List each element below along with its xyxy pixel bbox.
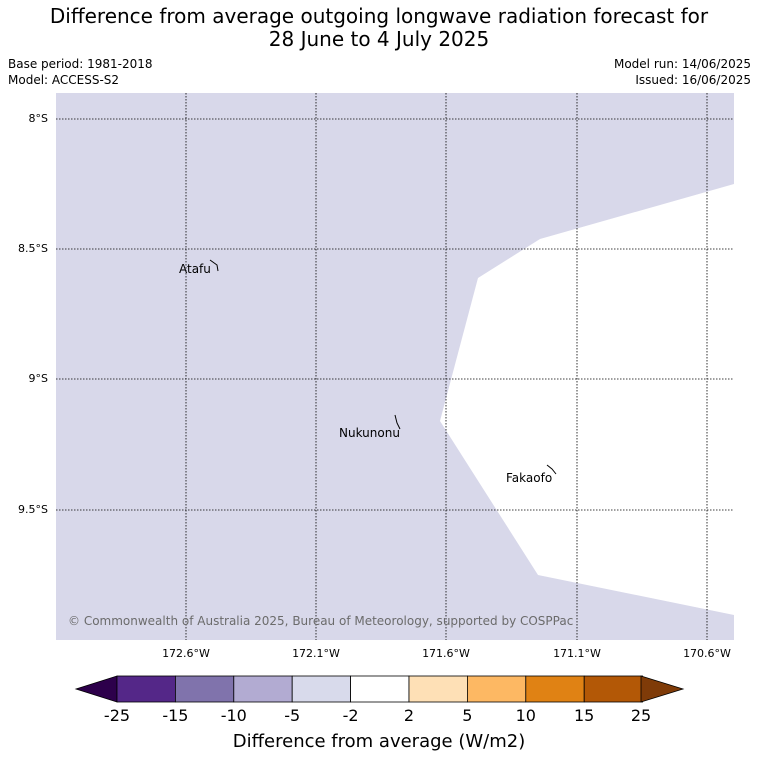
- meta-left: Base period: 1981-2018 Model: ACCESS-S2: [8, 56, 153, 88]
- model-run: Model run: 14/06/2025: [613, 57, 751, 71]
- lon-label-171-1w: 171.1°W: [553, 647, 601, 660]
- colorbar-segment: [350, 675, 410, 703]
- model-name: Model: ACCESS-S2: [8, 73, 120, 87]
- colorbar-tick: 25: [630, 706, 652, 725]
- colorbar-tick: 10: [515, 706, 536, 725]
- colorbar-segment: [116, 675, 176, 703]
- lon-label-172-6w: 172.6°W: [162, 647, 210, 660]
- lon-label-172-1w: 172.1°W: [292, 647, 340, 660]
- colorbar-arrow-low: [74, 675, 118, 703]
- colorbar-segment: [291, 675, 352, 703]
- colorbar-segment: [408, 675, 468, 703]
- place-label-atafu: Atafu: [179, 262, 211, 276]
- lat-label-8s: 8°S: [28, 112, 48, 125]
- copyright-notice: © Commonwealth of Australia 2025, Bureau…: [68, 614, 574, 628]
- colorbar-tick: 5: [462, 706, 473, 725]
- colorbar-arrow-high: [640, 675, 685, 703]
- chart-title: Difference from average outgoing longwav…: [0, 5, 758, 51]
- lat-label-9-5s: 9.5°S: [18, 503, 48, 516]
- place-label-nukunonu: Nukunonu: [339, 426, 400, 440]
- colorbar-segment: [233, 675, 293, 703]
- lat-label-9s: 9°S: [28, 372, 48, 385]
- colorbar-tick: -10: [220, 706, 247, 725]
- colorbar-segment: [466, 675, 527, 703]
- colorbar-segment: [174, 675, 235, 703]
- lat-label-8-5s: 8.5°S: [18, 242, 48, 255]
- map-neutral-region: [440, 184, 734, 615]
- colorbar-tick: -25: [103, 706, 131, 725]
- atafu-island-shape: [209, 259, 219, 272]
- colorbar-tick: -2: [342, 706, 359, 725]
- colorbar-tick: -5: [284, 706, 301, 725]
- base-period: Base period: 1981-2018: [8, 57, 153, 71]
- title-line-1: Difference from average outgoing longwav…: [49, 4, 709, 28]
- colorbar-tick: -15: [162, 706, 189, 725]
- nukunonu-island-shape: [394, 414, 401, 430]
- colorbar-label: Difference from average (W/m2): [232, 731, 526, 752]
- place-label-fakaofo: Fakaofo: [506, 471, 553, 485]
- meta-right: Model run: 14/06/2025 Issued: 16/06/2025: [614, 56, 751, 88]
- fakaofo-island-shape: [546, 464, 557, 475]
- colorbar-tick: 2: [403, 706, 415, 725]
- colorbar-segment: [525, 675, 585, 703]
- colorbar-segment: [583, 675, 644, 703]
- issued-date: Issued: 16/06/2025: [635, 73, 751, 87]
- title-line-2: 28 June to 4 July 2025: [268, 27, 490, 51]
- lon-label-170-6w: 170.6°W: [683, 647, 731, 660]
- lon-label-171-6w: 171.6°W: [422, 647, 470, 660]
- colorbar-tick: 15: [574, 706, 595, 725]
